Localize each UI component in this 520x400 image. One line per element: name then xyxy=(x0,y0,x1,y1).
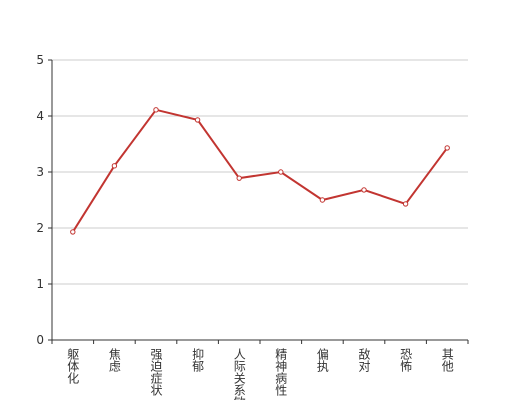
y-tick-label: 2 xyxy=(36,221,44,235)
y-tick-label: 3 xyxy=(36,165,44,179)
point xyxy=(278,169,284,175)
x-tick-label: 焦虑 xyxy=(107,348,121,372)
y-tick-label: 0 xyxy=(36,333,44,347)
point xyxy=(70,229,76,235)
point xyxy=(194,117,201,123)
y-tick-label: 1 xyxy=(36,277,44,291)
x-tick-label: 强迫症状 xyxy=(149,348,163,396)
point xyxy=(236,175,242,181)
x-tick-label: 人际关系敏感 xyxy=(232,348,246,400)
point xyxy=(153,107,159,113)
y-tick-label: 5 xyxy=(36,53,44,67)
x-tick-label: 抑郁 xyxy=(191,347,205,373)
x-tick-label: 偏执 xyxy=(315,347,329,373)
point xyxy=(402,201,409,207)
point xyxy=(361,187,367,193)
x-tick-label: 精神病性 xyxy=(274,348,288,397)
y-tick-label: 4 xyxy=(36,109,44,123)
point xyxy=(444,145,450,151)
point xyxy=(111,163,118,169)
point xyxy=(319,197,326,203)
line xyxy=(71,108,449,233)
x-tick-label: 敌对 xyxy=(357,347,371,372)
x-tick-label: 躯体化 xyxy=(66,347,80,385)
x-tick-label: 恐怖 xyxy=(399,348,413,372)
x-tick-label: 其他 xyxy=(440,348,454,372)
